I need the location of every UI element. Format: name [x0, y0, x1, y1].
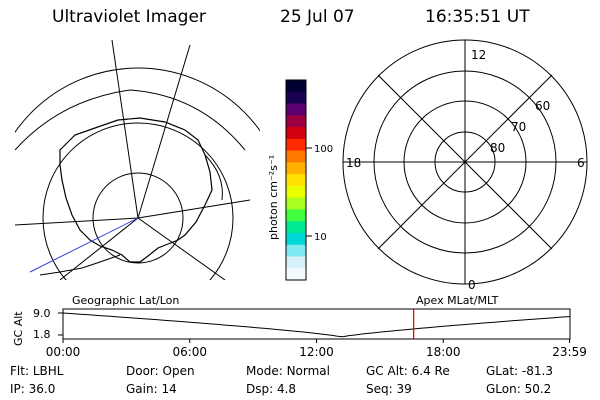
info-seq: Seq: 39	[366, 382, 412, 396]
app-title: Ultraviolet Imager	[52, 7, 206, 27]
xtick-label: 18:00	[426, 345, 461, 359]
meridian	[137, 44, 191, 219]
xtick-label: 06:00	[172, 345, 207, 359]
colorbar-segment	[286, 138, 306, 152]
lat-arc	[15, 89, 246, 151]
info-key: GLon:	[486, 382, 521, 396]
lat-label-60: 60	[535, 99, 550, 113]
colorbar-segment	[286, 232, 306, 246]
coast-detail	[204, 154, 223, 201]
info-value: 50.2	[524, 382, 552, 396]
altitude-ylabel: GC Alt	[12, 311, 25, 346]
colorbar-tick-label-100: 100	[314, 144, 333, 155]
mlt-label-0: 0	[468, 278, 476, 292]
colorbar-segment	[286, 244, 306, 257]
peninsula-outline	[39, 254, 121, 276]
colorbar-segment	[286, 174, 306, 187]
polar-diagonal	[377, 74, 553, 250]
altitude-plot: Geographic Lat/Lon Apex MLat/MLT GC Alt …	[12, 294, 587, 359]
geographic-label: Geographic Lat/Lon	[72, 294, 179, 307]
colorbar-segment	[286, 162, 306, 175]
info-value: 36.0	[28, 382, 56, 396]
polar-grid	[342, 39, 588, 285]
meridian	[111, 40, 139, 219]
info-key: Door:	[126, 364, 159, 378]
lat-circle-outer	[15, 67, 260, 134]
info-value: 39	[396, 382, 412, 396]
colorbar-segment	[286, 103, 306, 116]
colorbar-segment	[286, 150, 306, 163]
info-key: Mode:	[246, 364, 283, 378]
info-value: Normal	[286, 364, 330, 378]
colorbar-segment	[286, 185, 306, 199]
info-gain: Gain: 14	[126, 382, 177, 396]
altitude-plot-frame	[62, 308, 571, 340]
info-key: GLat:	[486, 364, 519, 378]
mlt-label-18: 18	[346, 156, 361, 170]
xtick-label: 23:59	[552, 345, 587, 359]
info-key: Flt:	[10, 364, 29, 378]
mlt-label-12: 12	[471, 48, 486, 62]
lat-circle-inner	[92, 172, 184, 264]
info-glat: GLat: -81.3	[486, 364, 553, 378]
colorbar-segment	[286, 268, 306, 281]
colorbar-segment	[286, 91, 306, 105]
info-gc-alt: GC Alt: 6.4 Re	[366, 364, 450, 378]
info-mode: Mode: Normal	[246, 364, 330, 378]
lat-circle-middle	[42, 122, 234, 280]
lat-label-80: 80	[490, 141, 505, 155]
colorbar: 100 10 photon cm⁻²s⁻¹	[267, 79, 333, 281]
info-key: GC Alt:	[366, 364, 408, 378]
colorbar-segment	[286, 256, 306, 269]
geographic-map	[15, 40, 260, 280]
info-key: IP:	[10, 382, 25, 396]
time-label: 16:35:51 UT	[425, 7, 530, 27]
xtick-label: 00:00	[46, 345, 81, 359]
info-value: -81.3	[521, 364, 553, 378]
colorbar-segment	[286, 80, 306, 93]
mlt-label-6: 6	[577, 156, 585, 170]
colorbar-segment	[286, 127, 306, 140]
info-dsp: Dsp: 4.8	[246, 382, 296, 396]
altitude-ytick-1-8: 1.8	[33, 328, 51, 341]
altitude-ytick-9: 9.0	[33, 307, 51, 320]
noon-meridian-line	[29, 217, 139, 273]
xtick-label: 12:00	[299, 345, 334, 359]
info-key: Dsp:	[246, 382, 274, 396]
colorbar-tick-label-10: 10	[314, 232, 327, 243]
info-key: Gain:	[126, 382, 158, 396]
apex-label: Apex MLat/MLT	[416, 294, 499, 307]
info-value: LBHL	[32, 364, 64, 378]
lat-label-70: 70	[511, 120, 526, 134]
colorbar-frame	[285, 79, 307, 281]
meridian	[59, 217, 139, 280]
info-value: 4.8	[276, 382, 297, 396]
info-value: Open	[162, 364, 195, 378]
info-ip: IP: 36.0	[10, 382, 55, 396]
info-value: 6.4 Re	[411, 364, 450, 378]
info-key: Seq:	[366, 382, 393, 396]
date-label: 25 Jul 07	[280, 7, 355, 27]
meridian	[137, 217, 226, 280]
info-flt: Flt: LBHL	[10, 364, 63, 378]
info-glon: GLon: 50.2	[486, 382, 551, 396]
colorbar-segment	[286, 209, 306, 222]
meridian	[15, 217, 139, 226]
info-value: 14	[161, 382, 177, 396]
meridian	[137, 199, 251, 219]
altitude-curve	[62, 312, 571, 338]
colorbar-segment	[286, 197, 306, 210]
info-door: Door: Open	[126, 364, 195, 378]
continent-outline	[59, 117, 213, 263]
colorbar-segment	[286, 221, 306, 234]
colorbar-segment	[286, 115, 306, 128]
colorbar-unit-label: photon cm⁻²s⁻¹	[267, 155, 280, 240]
